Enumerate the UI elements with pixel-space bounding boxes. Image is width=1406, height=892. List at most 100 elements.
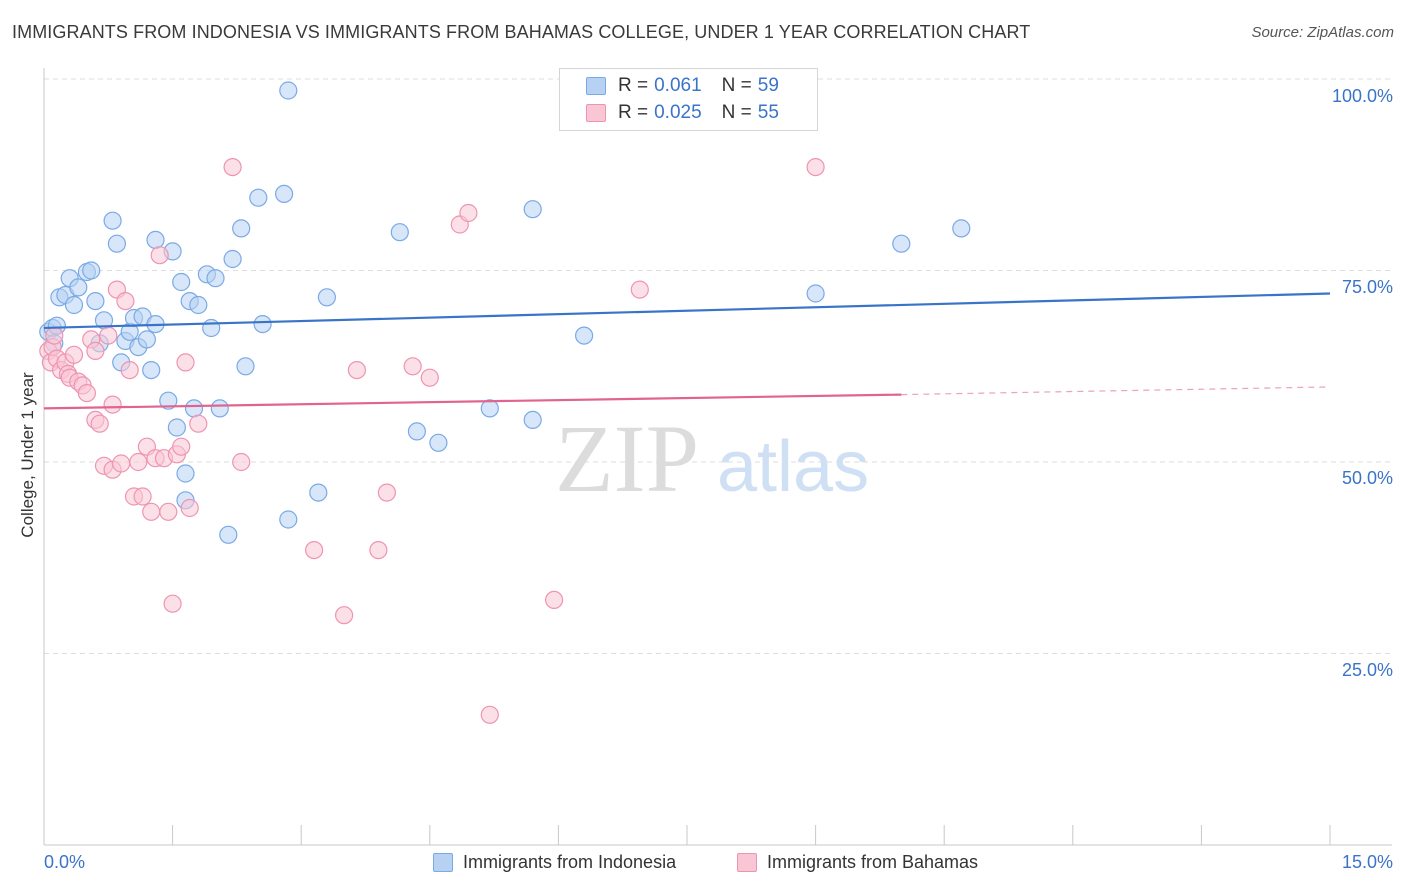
data-point (305, 540, 324, 560)
bottom-legend-bahamas: Immigrants from Bahamas (737, 852, 978, 873)
bottom-legend-swatch-bahamas (737, 853, 757, 872)
data-point (223, 158, 242, 177)
data-point (480, 705, 499, 724)
data-point (459, 203, 478, 223)
data-point (279, 81, 298, 100)
data-point (317, 288, 336, 307)
data-point (630, 280, 649, 299)
data-point (544, 590, 564, 610)
data-point (86, 292, 105, 311)
data-point (142, 361, 161, 380)
watermark: ZIP atlas (555, 405, 869, 512)
data-point (172, 272, 191, 292)
data-point (523, 200, 542, 219)
data-point (403, 357, 422, 376)
legend-swatch-indonesia (586, 77, 606, 95)
data-point (574, 326, 594, 345)
data-point (279, 510, 298, 529)
data-point (99, 326, 118, 345)
data-point (64, 345, 84, 364)
data-point (806, 284, 825, 303)
bottom-legend-swatch-indonesia (433, 853, 453, 872)
data-point (309, 483, 328, 502)
data-point (167, 418, 186, 437)
data-point (103, 211, 122, 230)
data-point (232, 452, 251, 472)
legend-r-value: 0.025 (654, 102, 702, 123)
data-point (377, 483, 396, 502)
data-point (369, 540, 388, 560)
data-point (202, 318, 221, 338)
legend-n-label: N = (721, 75, 752, 96)
data-point (480, 399, 499, 418)
data-point (116, 292, 135, 311)
data-point (219, 525, 238, 544)
bottom-legend-label: Immigrants from Indonesia (463, 852, 677, 872)
data-point (45, 326, 64, 345)
trend-lines (43, 292, 1331, 410)
data-point (892, 234, 911, 253)
data-point (176, 353, 195, 372)
data-point (335, 606, 354, 625)
x-tick-label: 0.0% (44, 852, 86, 872)
axes (43, 68, 1392, 846)
data-point (82, 261, 101, 280)
data-point (210, 399, 229, 418)
data-point (112, 454, 131, 473)
legend-n-label: N = (721, 102, 752, 123)
data-point (137, 330, 156, 349)
data-point (107, 234, 127, 253)
bottom-legend: Immigrants from Indonesia Immigrants fro… (0, 852, 1406, 878)
data-point (275, 184, 294, 203)
data-point (232, 219, 251, 238)
legend-r-label: R = (618, 102, 649, 123)
data-point (806, 158, 825, 177)
series-1-points (39, 158, 825, 724)
y-tick-label: 25.0% (1341, 660, 1393, 680)
data-point (129, 452, 148, 472)
data-point (64, 295, 84, 315)
legend-row-indonesia: R = 0.061 N = 59 (586, 73, 779, 99)
data-point (189, 295, 208, 315)
data-point (86, 341, 105, 360)
data-point (206, 269, 225, 288)
data-point (429, 433, 448, 452)
data-point (163, 594, 182, 613)
data-point (236, 357, 255, 376)
data-point (347, 361, 366, 380)
y-tick-label: 50.0% (1341, 468, 1393, 488)
legend-r-label: R = (618, 75, 649, 96)
data-point (146, 230, 165, 249)
data-point (420, 368, 439, 387)
trend-line (43, 393, 902, 410)
data-point (180, 498, 199, 518)
chart-title: IMMIGRANTS FROM INDONESIA VS IMMIGRANTS … (12, 22, 1031, 42)
data-point (172, 437, 191, 456)
bottom-legend-indonesia: Immigrants from Indonesia (433, 852, 676, 873)
legend: R = 0.061 N = 59 R = 0.025 N = 55 (559, 68, 818, 131)
data-point (253, 315, 272, 334)
data-point (249, 188, 268, 207)
data-point (184, 399, 204, 418)
legend-swatch-bahamas (586, 104, 606, 122)
data-point (407, 422, 426, 441)
source-label: Source: ZipAtlas.com (1251, 24, 1394, 41)
y-tick-label: 75.0% (1341, 277, 1393, 297)
data-points (39, 81, 971, 724)
data-point (159, 391, 178, 410)
data-point (523, 410, 542, 429)
legend-r-value: 0.061 (654, 75, 702, 96)
data-point (90, 414, 109, 433)
data-point (223, 249, 242, 269)
legend-n-value: 59 (757, 75, 779, 96)
data-point (150, 246, 169, 265)
data-point (133, 487, 152, 506)
data-point (159, 502, 178, 521)
trend-line-extension (901, 386, 1331, 396)
x-tick-label: 15.0% (1341, 852, 1393, 872)
data-point (120, 361, 139, 380)
data-point (77, 384, 97, 403)
legend-n-value: 55 (757, 102, 779, 123)
legend-row-bahamas: R = 0.025 N = 55 (586, 100, 779, 126)
